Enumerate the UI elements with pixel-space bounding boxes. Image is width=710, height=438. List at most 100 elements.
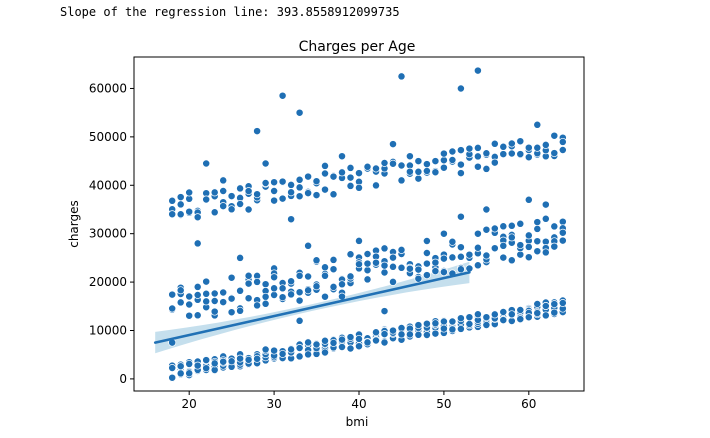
y-tick-label: 60000 — [89, 81, 127, 95]
data-point — [558, 137, 567, 146]
data-point — [193, 213, 202, 222]
data-point — [261, 292, 270, 301]
data-point — [541, 311, 550, 320]
data-point — [448, 325, 457, 334]
data-point — [168, 196, 177, 205]
data-point — [380, 159, 389, 167]
data-point — [287, 180, 296, 189]
data-point — [227, 294, 236, 303]
data-point — [372, 164, 380, 173]
data-point — [507, 139, 516, 148]
data-point — [278, 284, 287, 293]
y-tick-label: 20000 — [89, 275, 127, 289]
data-point — [210, 289, 219, 298]
data-point — [431, 157, 440, 166]
data-point — [372, 181, 380, 190]
data-point — [321, 292, 329, 301]
data-point — [482, 164, 491, 173]
data-point — [219, 288, 228, 297]
data-point — [261, 159, 270, 168]
data-point — [482, 205, 491, 214]
data-point — [405, 264, 414, 273]
regression-line — [153, 271, 471, 344]
data-point — [312, 191, 321, 200]
data-point — [397, 161, 406, 170]
data-point — [321, 336, 329, 345]
data-point — [312, 282, 321, 291]
data-point — [524, 231, 533, 240]
data-point — [295, 192, 304, 201]
data-point — [482, 149, 491, 158]
data-point — [389, 277, 397, 286]
data-point — [278, 91, 287, 100]
data-point — [422, 319, 431, 328]
data-point — [372, 258, 380, 267]
data-point — [236, 253, 245, 262]
y-tick-label: 30000 — [89, 227, 127, 241]
data-point — [380, 307, 389, 316]
data-point — [321, 161, 329, 170]
data-point — [346, 173, 355, 182]
data-point — [490, 158, 499, 167]
data-point — [185, 207, 194, 216]
data-point — [524, 153, 533, 162]
data-point — [524, 195, 533, 204]
data-point — [363, 259, 372, 268]
data-point — [482, 321, 491, 329]
data-point — [355, 260, 363, 269]
data-point — [465, 313, 474, 322]
data-point — [482, 251, 491, 260]
data-point — [439, 324, 448, 333]
data-point — [550, 131, 559, 140]
data-point — [499, 253, 508, 262]
data-point — [465, 320, 474, 328]
data-point — [355, 169, 363, 178]
data-point — [372, 328, 380, 337]
data-point — [321, 271, 329, 280]
data-point — [176, 193, 185, 202]
data-point — [541, 200, 550, 209]
data-point — [558, 146, 567, 154]
data-point — [193, 291, 202, 299]
data-point — [439, 268, 448, 277]
data-point — [227, 357, 236, 366]
data-point — [295, 296, 304, 305]
data-point — [210, 359, 219, 368]
data-point — [346, 181, 355, 190]
data-point — [346, 272, 355, 281]
data-point — [448, 147, 457, 156]
data-point — [372, 336, 380, 345]
data-point — [219, 298, 228, 307]
data-point — [533, 247, 542, 256]
data-point — [389, 326, 397, 335]
data-point — [321, 263, 329, 272]
data-point — [533, 237, 542, 246]
data-point — [253, 277, 262, 286]
data-point — [456, 146, 465, 155]
data-point — [338, 343, 346, 351]
data-point — [304, 338, 313, 347]
data-point — [304, 172, 313, 181]
data-point — [210, 208, 219, 217]
data-point — [397, 245, 406, 254]
data-point — [329, 255, 338, 264]
output-line: Slope of the regression line: 393.855891… — [60, 5, 400, 19]
data-point — [550, 222, 559, 231]
data-point — [414, 174, 423, 183]
data-point — [346, 333, 355, 342]
data-point — [490, 310, 499, 319]
data-point — [355, 183, 363, 192]
data-point — [550, 300, 559, 309]
data-point — [244, 271, 253, 280]
data-point — [431, 267, 440, 276]
data-point — [422, 271, 431, 280]
data-point — [363, 338, 372, 347]
data-point — [185, 292, 194, 301]
data-point — [346, 163, 355, 172]
data-point — [516, 150, 525, 159]
data-point — [380, 244, 389, 253]
data-point — [244, 355, 253, 364]
data-point — [287, 290, 296, 299]
data-point — [448, 317, 457, 326]
data-point — [236, 200, 245, 208]
